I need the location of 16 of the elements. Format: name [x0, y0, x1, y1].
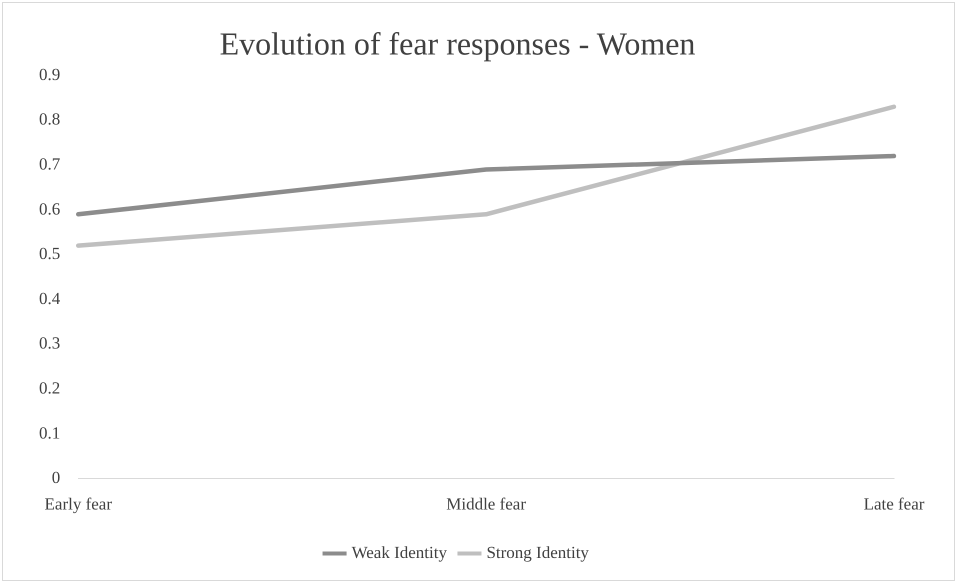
y-tick-label: 0.5: [39, 244, 60, 264]
x-tick-label: Early fear: [44, 494, 112, 514]
y-tick-label: 0.9: [39, 64, 60, 84]
y-tick-label: 0: [52, 468, 60, 488]
y-tick-label: 0.3: [39, 334, 60, 353]
y-tick-label: 0.1: [39, 423, 60, 442]
legend-label: Weak Identity: [352, 542, 448, 562]
chart-title: Evolution of fear responses - Women: [220, 26, 696, 62]
y-tick-label: 0.4: [39, 288, 61, 308]
legend-label: Strong Identity: [486, 542, 590, 562]
y-tick-label: 0.6: [39, 199, 60, 218]
y-tick-label: 0.7: [39, 154, 61, 174]
x-tick-label: Middle fear: [446, 494, 526, 514]
x-tick-label: Late fear: [864, 494, 925, 514]
y-tick-label: 0.2: [39, 378, 60, 398]
y-tick-label: 0.8: [39, 110, 60, 129]
